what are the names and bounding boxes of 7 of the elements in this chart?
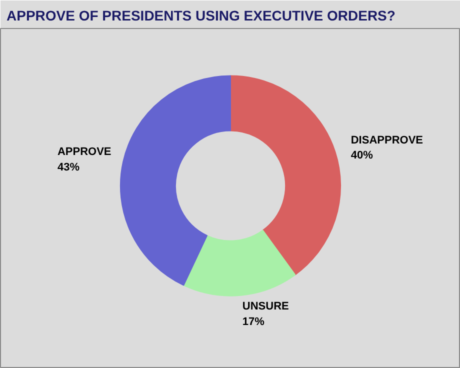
slice-label: APPROVE xyxy=(57,146,112,158)
data-label: 17% xyxy=(242,316,265,328)
chart-title: APPROVE OF PRESIDENTS USING EXECUTIVE ORDERS? xyxy=(6,8,396,24)
slice-label: DISAPPROVE xyxy=(350,134,423,146)
data-label: 43% xyxy=(57,161,80,174)
data-label: 40% xyxy=(350,150,374,162)
slice-label: UNSURE xyxy=(242,300,289,313)
